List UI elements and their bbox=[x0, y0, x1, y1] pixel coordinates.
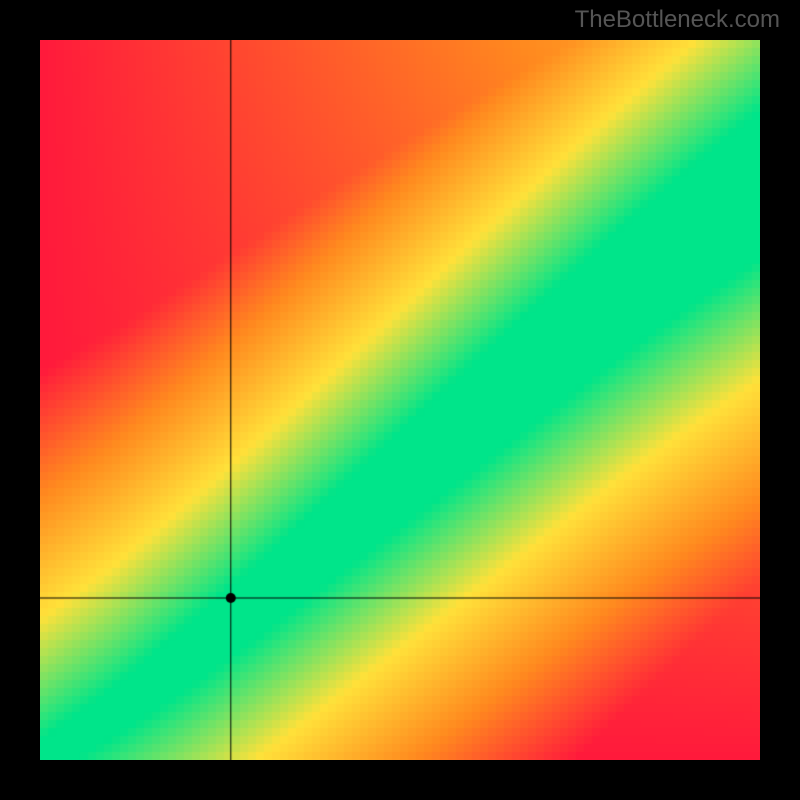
watermark-text: TheBottleneck.com bbox=[575, 6, 780, 34]
chart-container: TheBottleneck.com bbox=[0, 0, 800, 800]
bottleneck-heatmap bbox=[40, 40, 760, 760]
